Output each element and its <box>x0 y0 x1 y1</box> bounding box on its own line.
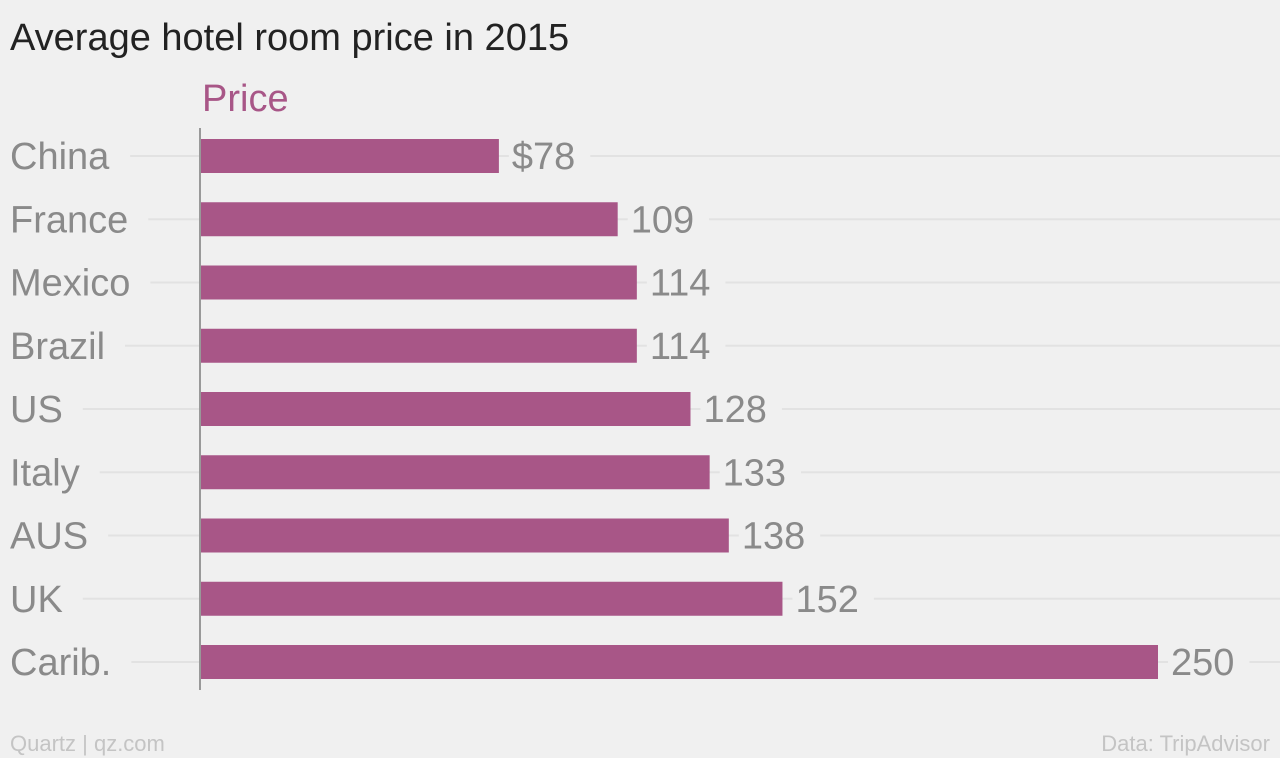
label-backdrop <box>700 403 782 415</box>
category-label: Brazil <box>10 326 105 368</box>
value-label: 250 <box>1171 642 1234 684</box>
value-label: 128 <box>703 389 766 431</box>
chart-title: Average hotel room price in 2015 <box>10 17 569 59</box>
category-label: Mexico <box>10 263 130 305</box>
label-backdrop <box>627 213 710 226</box>
category-label: AUS <box>10 516 88 558</box>
value-label: 152 <box>795 579 858 621</box>
label-backdrop <box>646 339 726 352</box>
label-backdrop <box>1168 656 1250 668</box>
label-backdrop <box>0 276 151 289</box>
bar <box>200 265 637 300</box>
bars <box>200 139 1158 679</box>
footer-source-left: Quartz | qz.com <box>10 731 165 756</box>
label-backdrop <box>646 276 726 289</box>
label-backdrop <box>0 529 109 542</box>
label-backdrop <box>0 592 83 605</box>
bar <box>200 139 499 173</box>
category-labels: China France Mexico Brazil US Italy AUS UK Carib… <box>0 136 151 684</box>
label-backdrop <box>0 339 126 352</box>
bar <box>200 202 618 237</box>
label-backdrop <box>719 466 802 479</box>
category-label: Italy <box>10 452 80 494</box>
bar <box>200 392 691 426</box>
bar <box>200 455 710 490</box>
bar <box>200 645 1158 679</box>
bar <box>200 328 637 363</box>
category-label: US <box>10 389 63 431</box>
value-label: 138 <box>742 516 805 558</box>
footer-source-right: Data: TripAdvisor <box>1101 731 1270 756</box>
value-label: 114 <box>650 326 711 368</box>
value-label: 133 <box>723 452 786 494</box>
category-label: France <box>10 199 128 241</box>
category-label: Carib. <box>10 642 111 684</box>
label-backdrop <box>0 150 131 162</box>
category-label: China <box>10 136 110 178</box>
bar <box>200 581 783 616</box>
value-label: 114 <box>650 263 711 305</box>
label-backdrop <box>508 150 591 162</box>
label-backdrop <box>0 466 100 479</box>
label-backdrop <box>0 403 83 415</box>
bar <box>200 518 729 553</box>
label-backdrop <box>0 656 132 668</box>
value-label: 109 <box>631 199 694 241</box>
category-label: UK <box>10 579 63 621</box>
label-backdrop <box>0 213 149 226</box>
label-backdrop <box>738 529 821 542</box>
series-label: Price <box>202 78 289 120</box>
label-backdrop <box>792 592 874 605</box>
value-label: $78 <box>512 136 575 178</box>
value-labels: $78 109 114 114 128 133 138 152 250 <box>508 136 1250 684</box>
